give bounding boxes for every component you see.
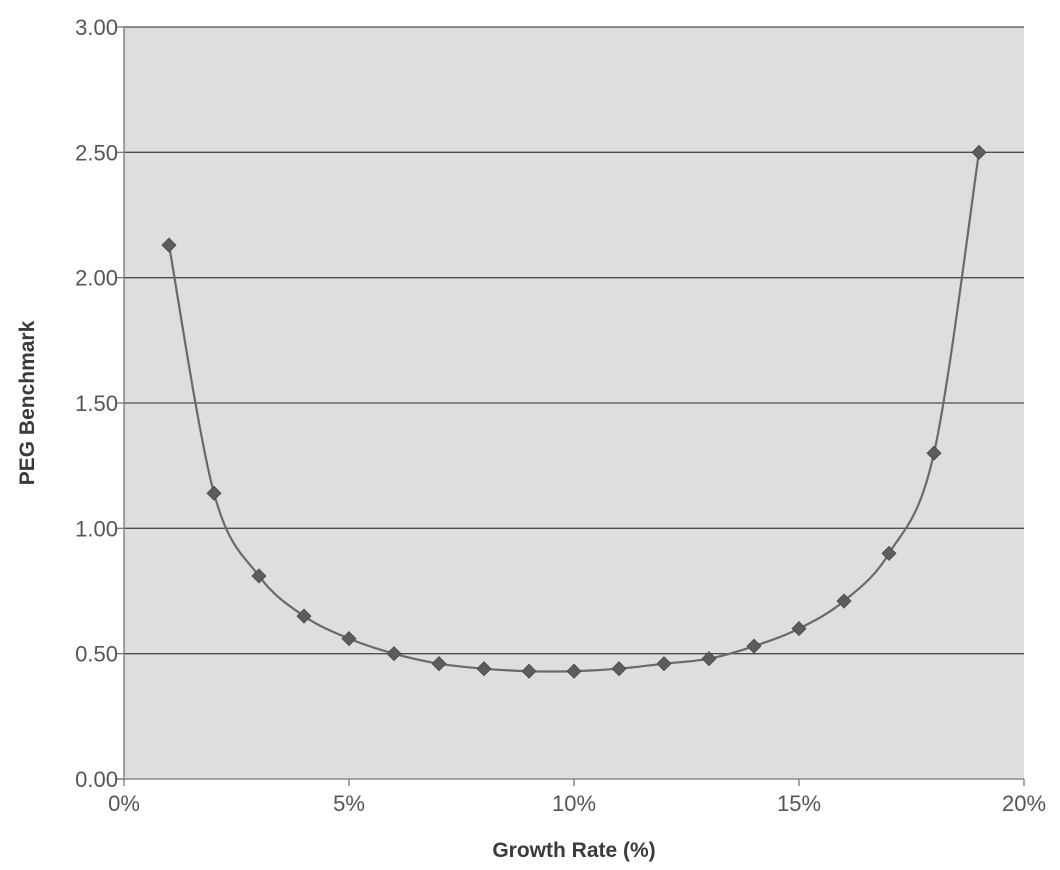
data-point [926, 445, 942, 461]
data-point [206, 485, 222, 501]
x-tick-label: 10% [552, 791, 596, 816]
data-point [656, 656, 672, 672]
data-point [746, 638, 762, 654]
y-tick-label: 0.50 [75, 642, 118, 667]
data-point [296, 608, 312, 624]
x-tick-label: 5% [333, 791, 365, 816]
y-axis-title: PEG Benchmark [16, 320, 39, 485]
data-point [341, 631, 357, 647]
x-tick-label: 15% [777, 791, 821, 816]
data-point [161, 237, 177, 253]
y-tick-label: 0.00 [75, 767, 118, 792]
series [161, 144, 987, 679]
data-point [566, 663, 582, 679]
data-point [431, 656, 447, 672]
gridlines [124, 26, 1024, 655]
data-point [971, 144, 987, 160]
y-tick-label: 3.00 [75, 15, 118, 40]
x-tick-label: 20% [1002, 791, 1046, 816]
data-point [791, 621, 807, 637]
data-point [521, 663, 537, 679]
data-point [386, 646, 402, 662]
data-point [251, 568, 267, 584]
axes [117, 26, 1025, 786]
data-point [836, 593, 852, 609]
data-point [701, 651, 717, 667]
data-point [476, 661, 492, 677]
x-tick-labels: 0% 5% 10% 15% 20% [108, 791, 1046, 816]
y-tick-label: 1.00 [75, 516, 118, 541]
x-axis-title: Growth Rate (%) [492, 839, 655, 862]
y-tick-labels: 0.00 0.50 1.00 1.50 2.00 2.50 3.00 [75, 15, 118, 792]
data-point [611, 661, 627, 677]
y-tick-label: 1.50 [75, 391, 118, 416]
x-tick-label: 0% [108, 791, 140, 816]
y-tick-label: 2.00 [75, 266, 118, 291]
y-tick-label: 2.50 [75, 140, 118, 165]
data-point [881, 545, 897, 561]
